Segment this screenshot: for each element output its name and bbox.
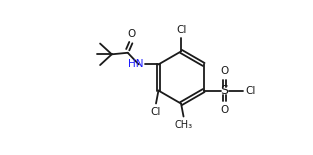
Text: S: S [221,84,228,97]
Text: Cl: Cl [151,106,161,117]
Text: O: O [127,29,136,39]
Text: HN: HN [128,60,143,69]
Text: CH₃: CH₃ [174,120,192,130]
Text: O: O [220,105,229,115]
Text: Cl: Cl [176,25,186,35]
Text: Cl: Cl [245,86,256,95]
Text: O: O [220,66,229,76]
